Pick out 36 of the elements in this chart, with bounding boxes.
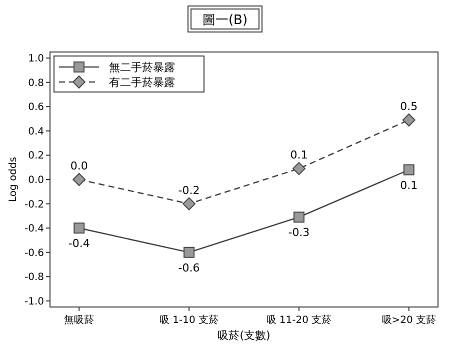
legend-label: 有二手菸暴露 — [109, 76, 175, 89]
point — [182, 197, 196, 210]
data-label: -0.3 — [288, 226, 310, 240]
point — [72, 173, 86, 186]
data-label: 0.1 — [290, 148, 308, 162]
y-tick-label: -0.6 — [24, 248, 44, 259]
data-label: -0.6 — [178, 261, 200, 274]
data-label: -0.4 — [68, 237, 90, 250]
y-tick-label: -0.4 — [24, 224, 44, 235]
y-tick-label: 0.6 — [28, 102, 44, 114]
y-tick-label: -0.2 — [24, 199, 44, 210]
point — [403, 164, 414, 176]
x-tick-label: 吸 1-10 支菸 — [160, 314, 219, 326]
point — [293, 212, 304, 223]
data-label: 0.0 — [70, 160, 88, 172]
y-tick-label: -1.0 — [24, 296, 44, 308]
point — [292, 162, 306, 176]
x-tick-label: 無吸菸 — [64, 314, 94, 326]
y-axis-title: Log odds — [8, 156, 19, 202]
y-tick-label: 1.0 — [28, 54, 44, 65]
data-label: 0.5 — [400, 100, 418, 113]
data-label: -0.2 — [178, 184, 200, 197]
legend-label: 無二手菸暴露 — [109, 61, 175, 74]
point — [74, 222, 85, 234]
point — [184, 246, 195, 258]
y-tick-label: 0.2 — [28, 150, 44, 162]
y-tick-label: 0.4 — [28, 126, 44, 138]
data-label: 0.1 — [400, 178, 418, 192]
point — [402, 114, 416, 126]
chart-title: 圖一(B) — [202, 13, 248, 28]
x-tick-label: 吸 11-20 支菸 — [266, 314, 332, 326]
y-tick-label: 0.0 — [28, 175, 44, 186]
x-tick-label: 吸>20 支菸 — [382, 314, 436, 326]
y-tick-label: 0.8 — [28, 78, 44, 89]
x-axis-title: 吸菸(支數) — [218, 329, 270, 342]
y-tick-label: -0.8 — [24, 272, 44, 284]
